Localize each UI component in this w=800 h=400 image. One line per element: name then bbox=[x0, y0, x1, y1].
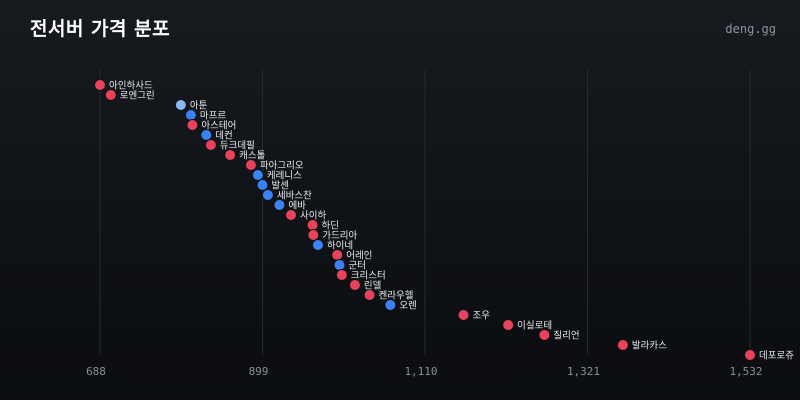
data-point[interactable] bbox=[186, 119, 199, 131]
data-point[interactable] bbox=[256, 179, 269, 191]
data-point[interactable] bbox=[348, 279, 361, 291]
data-point[interactable] bbox=[384, 299, 397, 311]
point-label: 마프르 bbox=[200, 111, 226, 122]
point-label: 오렌 bbox=[399, 301, 416, 312]
data-point[interactable] bbox=[224, 149, 237, 161]
data-point[interactable] bbox=[502, 319, 515, 331]
point-label: 듀크데필 bbox=[220, 140, 255, 152]
x-tick-label: 1,110 bbox=[404, 365, 437, 378]
point-label: 에바 bbox=[288, 201, 306, 212]
point-label: 캐스톨 bbox=[239, 151, 265, 162]
page-title: 전서버 가격 분포 bbox=[30, 18, 171, 40]
data-point[interactable] bbox=[307, 229, 320, 241]
point-labels: 아인하사드로엔그린아툰마프르아스테어데컨듀크데필캐스톨파아그리오케레니스발센세바… bbox=[109, 80, 794, 362]
point-label: 린델 bbox=[364, 280, 382, 292]
data-point[interactable] bbox=[284, 209, 297, 221]
point-label: 발라카스 bbox=[632, 341, 667, 352]
x-tick-label: 688 bbox=[86, 365, 106, 378]
point-label: 하딘 bbox=[322, 220, 339, 232]
point-label: 파아그리오 bbox=[260, 161, 304, 172]
point-label: 조우 bbox=[473, 311, 491, 322]
data-point[interactable] bbox=[104, 89, 117, 101]
brand-label[interactable]: deng.gg bbox=[725, 22, 776, 36]
point-label: 아스테어 bbox=[201, 121, 236, 132]
point-label: 사이하 bbox=[300, 210, 326, 222]
data-point[interactable] bbox=[333, 259, 346, 271]
data-point[interactable] bbox=[273, 199, 286, 211]
point-label: 아인하사드 bbox=[109, 80, 153, 92]
point-label: 이실로테 bbox=[517, 321, 552, 332]
data-point[interactable] bbox=[261, 189, 274, 201]
data-point[interactable] bbox=[94, 79, 106, 91]
point-label: 데포로쥬 bbox=[759, 351, 794, 362]
data-point[interactable] bbox=[538, 329, 551, 341]
point-label: 로엔그린 bbox=[120, 91, 155, 102]
point-label: 세바스찬 bbox=[277, 191, 312, 202]
point-label: 데컨 bbox=[215, 131, 232, 142]
point-label: 어레인 bbox=[346, 251, 372, 262]
point-label: 하이네 bbox=[327, 240, 353, 252]
point-label: 케레니스 bbox=[267, 171, 302, 182]
data-point[interactable] bbox=[311, 239, 324, 251]
point-label: 가드리아 bbox=[322, 231, 357, 242]
data-points bbox=[94, 79, 756, 361]
point-label: 발센 bbox=[272, 181, 289, 192]
data-point[interactable] bbox=[744, 349, 756, 361]
data-point[interactable] bbox=[616, 339, 629, 351]
point-label: 아툰 bbox=[190, 101, 208, 112]
data-point[interactable] bbox=[335, 269, 348, 281]
data-point[interactable] bbox=[251, 169, 264, 181]
x-tick-label: 1,532 bbox=[729, 365, 762, 378]
data-point[interactable] bbox=[244, 159, 257, 171]
x-tick-label: 899 bbox=[249, 365, 269, 378]
point-label: 군터 bbox=[349, 261, 366, 272]
data-point[interactable] bbox=[174, 99, 187, 111]
data-point[interactable] bbox=[363, 289, 376, 301]
x-axis-ticks: 688 899 1,110 1,321 1,532 bbox=[86, 365, 763, 378]
data-point[interactable] bbox=[204, 139, 217, 151]
grid-lines bbox=[99, 70, 751, 355]
data-point[interactable] bbox=[457, 309, 470, 321]
data-point[interactable] bbox=[200, 129, 213, 141]
point-label: 질리언 bbox=[553, 330, 579, 342]
x-tick-label: 1,321 bbox=[567, 365, 600, 378]
point-label: 크리스터 bbox=[351, 271, 386, 282]
point-label: 켄라우헬 bbox=[379, 291, 414, 302]
